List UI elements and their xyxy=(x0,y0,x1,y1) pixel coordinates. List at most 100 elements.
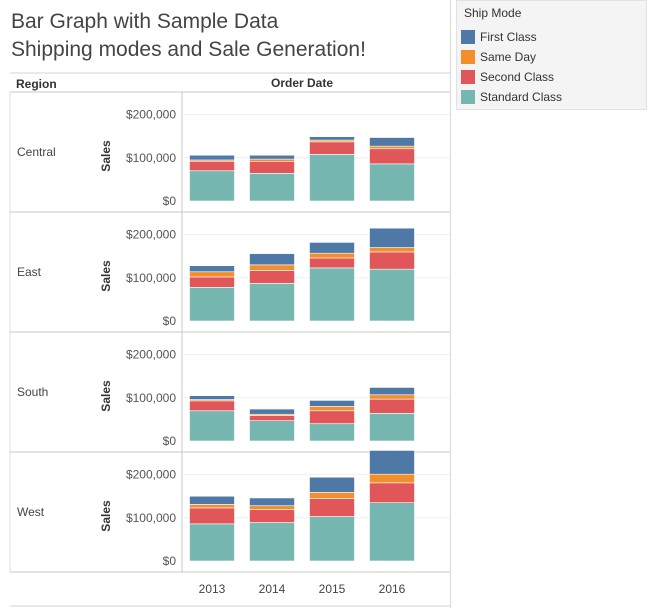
bar-segment xyxy=(249,408,295,415)
bar-segment xyxy=(189,495,235,505)
bar-segment xyxy=(309,410,355,425)
bar-segment xyxy=(369,251,415,270)
legend-title: Ship Mode xyxy=(464,6,522,20)
bar-segment xyxy=(249,270,295,284)
bar-segment xyxy=(309,476,355,493)
bar-segment xyxy=(309,400,355,407)
y-tick-label: $200,000 xyxy=(126,108,176,122)
bar-segment xyxy=(309,257,355,269)
y-tick-label: $0 xyxy=(163,194,177,208)
bar-segment xyxy=(249,415,295,422)
legend-label: Second Class xyxy=(480,70,555,84)
chart-title-line2: Shipping modes and Sale Generation! xyxy=(11,38,366,61)
bar-segment xyxy=(189,504,235,509)
x-tick-label: 2013 xyxy=(199,582,226,596)
bar-segment xyxy=(369,413,415,442)
bar-segment xyxy=(309,423,355,442)
x-tick-label: 2016 xyxy=(379,582,406,596)
y-tick-label: $0 xyxy=(163,314,177,328)
bar-segment xyxy=(249,264,295,271)
y-tick-label: $0 xyxy=(163,434,177,448)
y-axis-label: Sales xyxy=(99,500,113,532)
bar-segment xyxy=(189,410,235,442)
bar-segment xyxy=(249,253,295,266)
bar-segment xyxy=(249,497,295,507)
legend-item-second-class[interactable]: Second Class xyxy=(461,69,641,85)
bar-segment xyxy=(189,160,235,172)
legend-swatch xyxy=(461,30,475,44)
bar-segment xyxy=(369,398,415,414)
bar-segment xyxy=(189,507,235,525)
bar-segment xyxy=(369,227,415,248)
bar-chart: Region Order Date $0 $100,000 $200,000 Centra… xyxy=(9,72,450,607)
bar-segment xyxy=(249,160,295,174)
region-label: South xyxy=(17,385,48,399)
bar-segment xyxy=(369,450,415,475)
ship-mode-legend: Ship Mode First Class Same Day Second Cl… xyxy=(456,0,647,110)
row-header: Region xyxy=(16,77,57,91)
bar-segment xyxy=(309,267,355,322)
bar-segment xyxy=(309,136,355,141)
bar-segment xyxy=(309,516,355,562)
legend-swatch xyxy=(461,90,475,104)
bar-segment xyxy=(249,509,295,523)
bar-segment xyxy=(189,276,235,288)
y-axis-label: Sales xyxy=(99,380,113,412)
bar-segment xyxy=(309,492,355,499)
legend-label: Same Day xyxy=(480,50,537,64)
bar-segment xyxy=(309,242,355,254)
bar-segment xyxy=(189,154,235,161)
x-tick-label: 2015 xyxy=(319,582,346,596)
legend-item-first-class[interactable]: First Class xyxy=(461,29,641,45)
column-header: Order Date xyxy=(271,76,333,90)
bar-segment xyxy=(369,163,415,202)
legend-swatch xyxy=(461,70,475,84)
bar-segment xyxy=(249,505,295,510)
legend-swatch xyxy=(461,50,475,64)
chart-title-line1: Bar Graph with Sample Data xyxy=(11,10,279,33)
bar-segment xyxy=(309,252,355,259)
y-tick-label: $100,000 xyxy=(126,271,176,285)
bar-segment xyxy=(369,148,415,165)
y-tick-label: $200,000 xyxy=(126,348,176,362)
bar-segment xyxy=(249,173,295,202)
region-label: West xyxy=(17,505,45,519)
y-tick-label: $100,000 xyxy=(126,391,176,405)
bar-segment xyxy=(189,395,235,400)
bar-segment xyxy=(369,137,415,147)
bar-segment xyxy=(309,154,355,202)
bar-segment xyxy=(369,473,415,484)
y-tick-label: $200,000 xyxy=(126,228,176,242)
bar-segment xyxy=(369,145,415,150)
bar-segment xyxy=(249,283,295,322)
bar-segment xyxy=(249,522,295,562)
bar-segment xyxy=(189,170,235,202)
bar-segment xyxy=(369,247,415,253)
bar-segment xyxy=(369,394,415,400)
region-label: Central xyxy=(17,145,56,159)
bar-segment xyxy=(369,268,415,322)
legend-item-standard-class[interactable]: Standard Class xyxy=(461,89,641,105)
bar-segment xyxy=(189,523,235,562)
y-tick-label: $100,000 xyxy=(126,151,176,165)
bar-segment xyxy=(369,387,415,396)
bar-segment xyxy=(249,420,295,442)
bar-segment xyxy=(309,406,355,412)
y-tick-label: $100,000 xyxy=(126,511,176,525)
viz-area: Bar Graph with Sample Data Shipping mode… xyxy=(9,0,451,608)
legend-item-same-day[interactable]: Same Day xyxy=(461,49,641,65)
bar-segment xyxy=(189,271,235,278)
y-axis-label: Sales xyxy=(99,140,113,172)
bar-segment xyxy=(249,154,295,160)
bar-segment xyxy=(309,498,355,517)
x-tick-label: 2014 xyxy=(259,582,286,596)
bar-segment xyxy=(189,265,235,273)
bar-segment xyxy=(309,141,355,155)
bar-segment xyxy=(369,482,415,504)
bar-segment xyxy=(249,158,295,162)
region-label: East xyxy=(17,265,42,279)
legend-label: Standard Class xyxy=(480,90,563,104)
y-tick-label: $0 xyxy=(163,554,177,568)
y-axis-label: Sales xyxy=(99,260,113,292)
bar-segment xyxy=(369,502,415,562)
